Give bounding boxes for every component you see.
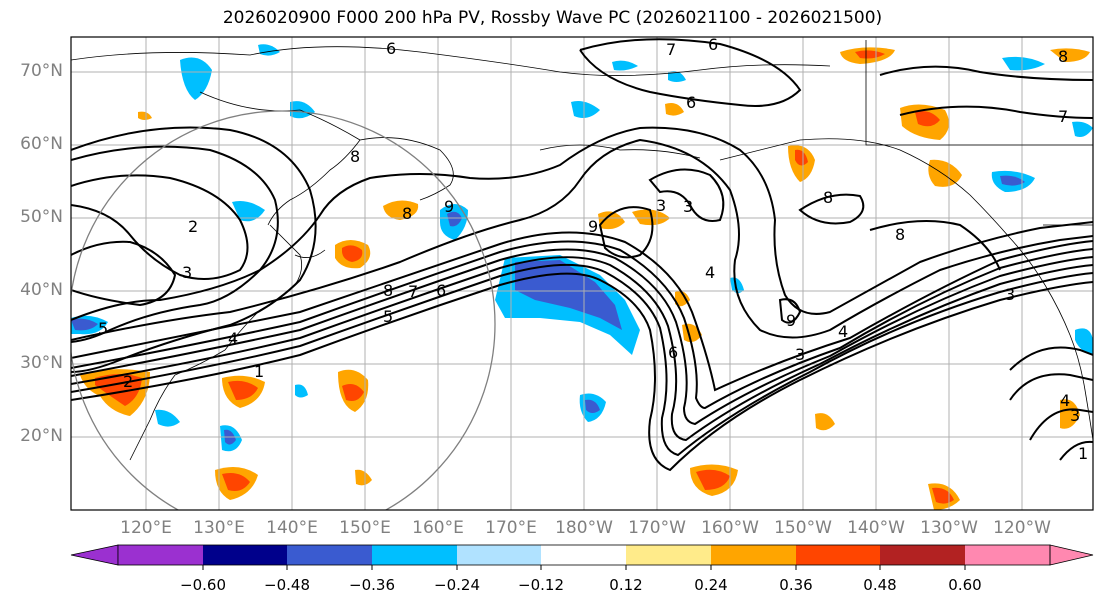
lon-label: 170°E	[485, 518, 537, 538]
contour-label: 4	[228, 329, 238, 348]
colorbar-tick-label: 0.36	[779, 576, 813, 594]
contour-label: 1	[254, 362, 264, 381]
contour-label: 7	[1058, 107, 1068, 126]
contour-label: 6	[686, 93, 696, 112]
map-area	[71, 37, 1093, 510]
colorbar-tick-label: −0.36	[349, 576, 395, 594]
lon-label: 120°W	[993, 518, 1051, 538]
lon-label: 140°E	[266, 518, 318, 538]
colorbar-segment	[541, 545, 626, 565]
lon-label: 150°W	[774, 518, 832, 538]
colorbar-tick-label: −0.24	[434, 576, 480, 594]
lat-label: 40°N	[20, 280, 63, 300]
contour-label: 2	[123, 372, 133, 391]
colorbar-segment	[203, 545, 287, 565]
contour-label: 6	[708, 35, 718, 54]
contour-label: 3	[1005, 285, 1015, 304]
contour-label: 4	[1060, 391, 1070, 410]
colorbar-tick-label: 0.48	[863, 576, 897, 594]
colorbar-segment	[287, 545, 372, 565]
rossby-wave-circle	[71, 110, 496, 510]
colorbar-segment	[880, 545, 965, 565]
contour-label: 3	[182, 263, 192, 282]
contour-label: 8	[823, 188, 833, 207]
colorbar-extend-high	[1049, 544, 1094, 566]
colorbar-tick-label: 0.60	[948, 576, 982, 594]
lat-label: 60°N	[20, 134, 63, 154]
contour-label: 3	[683, 197, 693, 216]
lon-label: 160°W	[701, 518, 759, 538]
contour-label: 3	[656, 196, 666, 215]
contour-label: 9	[444, 197, 454, 216]
lon-label: 140°W	[847, 518, 905, 538]
colorbar-segment	[457, 545, 541, 565]
lat-label: 20°N	[20, 426, 63, 446]
colorbar-segment	[965, 545, 1050, 565]
lon-label: 130°E	[193, 518, 245, 538]
contour-label: 2	[188, 217, 198, 236]
colorbar-tick-label: 0.12	[609, 576, 643, 594]
contour-label: 5	[383, 307, 393, 326]
lon-label: 120°E	[120, 518, 172, 538]
pv-contours	[71, 38, 1093, 472]
contour-label: 5	[98, 319, 108, 338]
colorbar-tick-label: −0.48	[264, 576, 310, 594]
lon-label: 130°W	[920, 518, 978, 538]
colorbar-segment	[626, 545, 711, 565]
contour-label: 3	[1070, 406, 1080, 425]
colorbar-segment	[372, 545, 457, 565]
lon-label: 180°W	[555, 518, 613, 538]
contour-label: 8	[383, 281, 393, 300]
lat-label: 50°N	[20, 207, 63, 227]
contour-label: 4	[705, 263, 715, 282]
colorbar	[70, 544, 1094, 570]
colorbar-frame	[117, 544, 1051, 566]
contour-label: 1	[1078, 444, 1088, 463]
colorbar-tick-label: 0.24	[694, 576, 728, 594]
map-frame	[70, 36, 1094, 511]
contour-labels: 6 7 6 7 8 8 9 8 3 8 7 5 6 1 2 3 5 3 4 9 …	[98, 35, 1088, 463]
colorbar-extend-low	[70, 544, 119, 566]
chart-title: 2026020900 F000 200 hPa PV, Rossby Wave …	[222, 8, 883, 28]
contour-label: 8	[1058, 47, 1068, 66]
contour-label: 9	[786, 311, 796, 330]
colorbar-tick-label: −0.60	[180, 576, 226, 594]
contour-label: 6	[386, 39, 396, 58]
colorbar-tick-label: −0.12	[518, 576, 564, 594]
contour-label: 6	[668, 343, 678, 362]
contour-label: 8	[895, 225, 905, 244]
lat-label: 70°N	[20, 61, 63, 81]
lon-label: 170°W	[628, 518, 686, 538]
contour-label: 8	[402, 204, 412, 223]
contour-label: 7	[666, 40, 676, 59]
contour-label: 6	[436, 281, 446, 300]
contour-label: 4	[838, 322, 848, 341]
lon-label: 150°E	[339, 518, 391, 538]
colorbar-segment	[796, 545, 880, 565]
contour-label: 9	[588, 217, 598, 236]
contour-label: 3	[795, 345, 805, 364]
colorbar-segment	[711, 545, 796, 565]
contour-label: 7	[408, 282, 418, 301]
colorbar-segment	[118, 545, 203, 565]
lon-label: 160°E	[412, 518, 464, 538]
lat-label: 30°N	[20, 353, 63, 373]
pv-anomaly-shading	[71, 44, 1093, 510]
contour-label: 8	[350, 147, 360, 166]
